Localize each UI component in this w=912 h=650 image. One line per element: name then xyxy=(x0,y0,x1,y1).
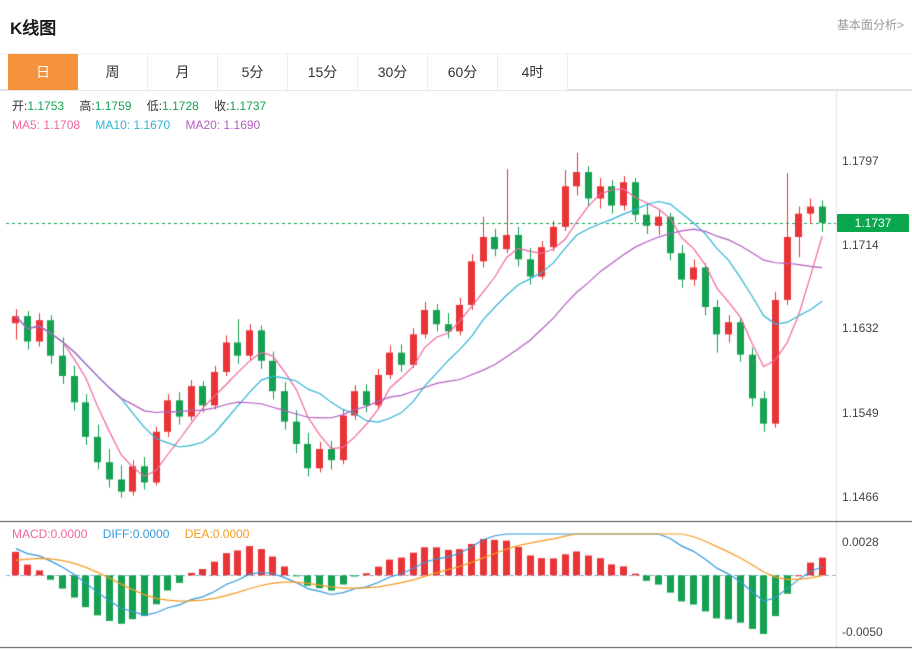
close-value: 1.1737 xyxy=(229,99,267,113)
ohlc-legend: 开:1.1753 高:1.1759 低:1.1728 收:1.1737 xyxy=(12,97,278,114)
ma5-value: 1.1708 xyxy=(43,118,81,132)
fundamental-analysis-link[interactable]: 基本面分析> xyxy=(836,18,904,32)
tab-week[interactable]: 周 xyxy=(78,54,148,90)
high-value: 1.1759 xyxy=(94,99,132,113)
diff-label: DIFF: xyxy=(102,527,133,541)
diff-value: 0.0000 xyxy=(132,527,170,541)
dea-value: 0.0000 xyxy=(212,527,250,541)
low-value: 1.1728 xyxy=(162,99,199,113)
page-title: K线图 xyxy=(10,19,57,38)
chart-area: 开:1.1753 高:1.1759 低:1.1728 收:1.1737 MA5:… xyxy=(0,90,912,650)
open-label: 开: xyxy=(12,99,28,113)
candlestick-macd-canvas[interactable] xyxy=(0,90,912,650)
tab-15min[interactable]: 15分 xyxy=(288,54,358,90)
current-price-badge: 1.1737 xyxy=(837,213,909,232)
ma10-value: 1.1670 xyxy=(133,118,171,132)
y-axis-label: 1.1797 xyxy=(842,153,879,168)
ma-legend: MA5: 1.1708 MA10: 1.1670 MA20: 1.1690 xyxy=(12,118,272,132)
close-label: 收: xyxy=(214,99,230,113)
macd-legend: MACD:0.0000 DIFF:0.0000 DEA:0.0000 xyxy=(12,527,261,541)
header: K线图 基本面分析> xyxy=(0,0,912,53)
high-label: 高: xyxy=(79,99,95,113)
ma5-label: MA5: xyxy=(12,118,41,132)
tab-60min[interactable]: 60分 xyxy=(428,54,498,90)
dea-label: DEA: xyxy=(184,527,213,541)
macd-axis-label: -0.0050 xyxy=(842,624,883,639)
y-axis-label: 1.1466 xyxy=(842,489,879,504)
tab-30min[interactable]: 30分 xyxy=(358,54,428,90)
ma10-label: MA10: xyxy=(95,118,131,132)
ma20-label: MA20: xyxy=(185,118,221,132)
tab-bar: 日周月 5分 15分 30分 60分 4时 xyxy=(0,53,912,90)
macd-label: MACD: xyxy=(12,527,51,541)
tab-4hour[interactable]: 4时 xyxy=(498,54,568,90)
open-value: 1.1753 xyxy=(27,99,65,113)
tab-month[interactable]: 月 xyxy=(148,54,218,90)
ma20-value: 1.1690 xyxy=(223,118,261,132)
y-axis-label: 1.1632 xyxy=(842,321,879,336)
tab-5min[interactable]: 5分 xyxy=(218,54,288,90)
tab-day[interactable]: 日 xyxy=(8,54,78,90)
low-label: 低: xyxy=(146,99,163,113)
macd-axis-label: 0.0028 xyxy=(842,535,879,550)
y-axis-label: 1.1549 xyxy=(842,405,879,420)
y-axis-label: 1.1714 xyxy=(842,238,879,253)
macd-value: 0.0000 xyxy=(50,527,88,541)
